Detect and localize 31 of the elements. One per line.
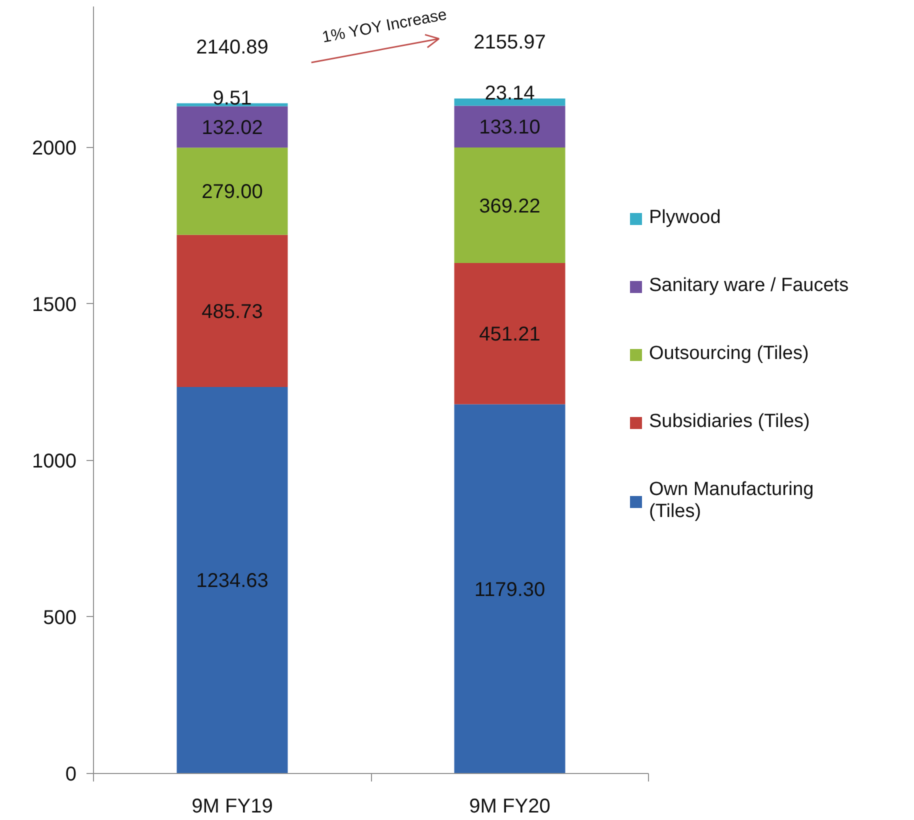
bar	[176, 386, 288, 774]
legend-label: Plywood	[649, 207, 721, 229]
y-tick-label: 0	[65, 764, 76, 786]
legend-label: Outsourcing (Tiles)	[649, 343, 809, 365]
bar	[454, 106, 566, 148]
y-tick-label: 500	[43, 606, 77, 629]
bar	[454, 404, 566, 774]
y-tick-label: 1000	[32, 450, 77, 472]
data-label: 1234.63	[196, 570, 268, 592]
bar	[454, 263, 566, 404]
bar	[176, 234, 288, 387]
data-label: 279.00	[202, 181, 263, 204]
data-label: 369.22	[479, 195, 540, 218]
legend-label: Own Manufacturing (Tiles)	[649, 479, 814, 523]
x-tick-label: 9M FY20	[469, 796, 550, 818]
legend-label: Subsidiaries (Tiles)	[649, 411, 810, 433]
total-label: 2140.89	[196, 36, 268, 58]
bar	[454, 147, 566, 264]
data-label: 132.02	[202, 116, 263, 139]
data-label: 451.21	[479, 324, 540, 346]
x-tick-label: 9M FY19	[192, 796, 273, 818]
y-tick-label: 2000	[32, 137, 77, 160]
data-label: 133.10	[479, 116, 540, 139]
bar	[176, 106, 288, 148]
annotation: 1% YOY Increase	[320, 6, 448, 46]
data-label: 485.73	[202, 300, 263, 323]
total-label: 2155.97	[474, 32, 546, 54]
bar	[176, 148, 288, 235]
legend-label: Sanitary ware / Faucets	[649, 275, 849, 297]
y-tick-label: 1500	[32, 294, 77, 316]
data-label: 1179.30	[474, 578, 546, 601]
